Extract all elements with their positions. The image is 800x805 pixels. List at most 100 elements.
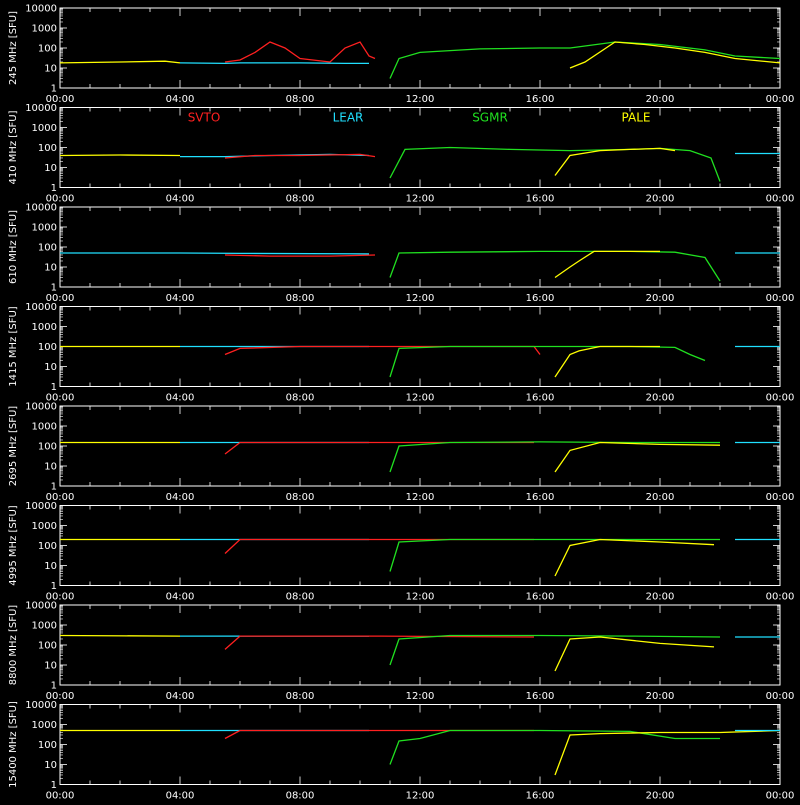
x-tick-label: 20:00 — [646, 393, 675, 404]
series-line-svto — [224, 729, 534, 740]
series-line-pale — [569, 41, 781, 69]
chart-panel-4: 1 10 100 1000 10000 00:00 04:00 08:00 12:00 16:00… — [8, 302, 794, 404]
x-tick-label: 16:00 — [526, 691, 555, 702]
y-tick-label: 1000 — [32, 123, 57, 134]
x-tick-label: 12:00 — [406, 592, 435, 603]
x-tick-label: 20:00 — [646, 194, 675, 205]
x-tick-label: 16:00 — [526, 393, 555, 404]
y-tick-label: 10000 — [25, 103, 57, 114]
series-line-pale — [59, 634, 181, 637]
y-tick-label: 1000 — [32, 24, 57, 35]
series-line-svto — [224, 41, 376, 63]
series-line-sgmr — [389, 146, 721, 182]
y-tick-label: 1000 — [32, 521, 57, 532]
series-line-pale — [554, 729, 781, 776]
x-tick-label: 20:00 — [646, 691, 675, 702]
plot-frame — [59, 704, 781, 785]
y-tick-label: 10 — [44, 263, 57, 274]
chart-panel-1: 1 10 100 1000 10000 00:00 04:00 08:00 12:00 16:00… — [8, 4, 794, 106]
chart-panel-5: 1 10 100 1000 10000 00:00 04:00 08:00 12:00 16:00… — [8, 402, 794, 504]
x-tick-label: 00:00 — [46, 393, 75, 404]
y-tick-label: 100 — [38, 541, 57, 552]
x-tick-label: 00:00 — [46, 293, 75, 304]
y-axis-label: 410 MHz [SFU] — [8, 110, 19, 184]
y-tick-label: 1000 — [32, 720, 57, 731]
y-tick-label: 1 — [51, 581, 57, 592]
y-tick-label: 10 — [44, 561, 57, 572]
x-tick-label: 08:00 — [286, 691, 315, 702]
y-tick-label: 1 — [51, 283, 57, 294]
x-tick-label: 04:00 — [166, 691, 195, 702]
y-tick-label: 100 — [38, 442, 57, 453]
series-line-svto — [224, 345, 541, 356]
y-tick-label: 10000 — [25, 601, 57, 612]
y-axis-label: 15400 MHz [SFU] — [8, 701, 19, 788]
series-line-svto — [224, 441, 534, 455]
y-tick-label: 1 — [51, 382, 57, 393]
series-line-pale — [554, 636, 715, 672]
series-line-pale — [59, 60, 181, 64]
series-line-lear — [179, 62, 369, 65]
series-line-svto — [224, 153, 376, 159]
x-tick-label: 04:00 — [166, 592, 195, 603]
series-line-svto — [224, 538, 534, 554]
series-line-pale — [554, 538, 715, 577]
x-tick-label: 16:00 — [526, 94, 555, 105]
y-tick-label: 10 — [44, 362, 57, 373]
y-axis-label: 610 MHz [SFU] — [8, 210, 19, 284]
x-tick-label: 12:00 — [406, 393, 435, 404]
series-line-svto — [224, 254, 376, 257]
y-tick-label: 10000 — [25, 501, 57, 512]
y-tick-label: 1 — [51, 482, 57, 493]
x-tick-label: 00:00 — [766, 691, 795, 702]
series-line-sgmr — [389, 538, 720, 572]
x-tick-label: 12:00 — [406, 293, 435, 304]
y-tick-label: 10 — [44, 163, 57, 174]
y-tick-label: 10 — [44, 64, 57, 75]
series-line-lear — [60, 252, 370, 255]
plot-frame — [59, 206, 781, 288]
y-tick-label: 10000 — [25, 700, 57, 711]
x-tick-label: 20:00 — [646, 592, 675, 603]
x-tick-label: 20:00 — [646, 94, 675, 105]
series-line-pale — [554, 147, 676, 176]
x-tick-label: 00:00 — [766, 194, 795, 205]
series-line-sgmr — [389, 634, 721, 666]
y-tick-label: 10000 — [25, 302, 57, 313]
legend-label-pale: PALE — [622, 111, 651, 125]
x-tick-label: 00:00 — [766, 592, 795, 603]
y-tick-label: 100 — [38, 44, 57, 55]
y-tick-label: 10000 — [25, 4, 57, 15]
y-tick-label: 100 — [38, 641, 57, 652]
y-tick-label: 100 — [38, 243, 57, 254]
x-tick-label: 16:00 — [526, 592, 555, 603]
x-tick-label: 04:00 — [166, 393, 195, 404]
x-tick-label: 12:00 — [406, 194, 435, 205]
plot-frame — [59, 604, 781, 686]
legend-label-lear: LEAR — [333, 111, 364, 125]
x-tick-label: 08:00 — [286, 492, 315, 503]
chart-panel-6: 1 10 100 1000 10000 00:00 04:00 08:00 12:00 16:00… — [8, 501, 794, 603]
y-tick-label: 1 — [51, 780, 57, 791]
series-line-svto — [224, 635, 535, 650]
series-line-pale — [59, 154, 181, 157]
x-tick-label: 00:00 — [766, 293, 795, 304]
plot-frame — [59, 107, 781, 188]
x-tick-label: 00:00 — [46, 592, 75, 603]
chart-panel-2: 1 10 100 1000 10000 00:00 04:00 08:00 12:00 16:00… — [8, 103, 794, 205]
x-tick-label: 00:00 — [46, 691, 75, 702]
chart-panel-8: 1 10 100 1000 10000 00:00 04:00 08:00 12:00 16:00… — [8, 700, 794, 802]
chart-panel-3: 1 10 100 1000 10000 00:00 04:00 08:00 12:00 16:00… — [8, 203, 794, 305]
y-tick-label: 100 — [38, 342, 57, 353]
y-axis-label: 245 MHz [SFU] — [8, 11, 19, 85]
legend-label-sgmr: SGMR — [472, 111, 508, 125]
x-tick-label: 12:00 — [406, 492, 435, 503]
x-tick-label: 16:00 — [526, 791, 555, 801]
x-tick-label: 20:00 — [646, 293, 675, 304]
x-tick-label: 04:00 — [166, 94, 195, 105]
x-tick-label: 00:00 — [46, 194, 75, 205]
x-tick-label: 00:00 — [766, 492, 795, 503]
x-tick-label: 16:00 — [526, 293, 555, 304]
